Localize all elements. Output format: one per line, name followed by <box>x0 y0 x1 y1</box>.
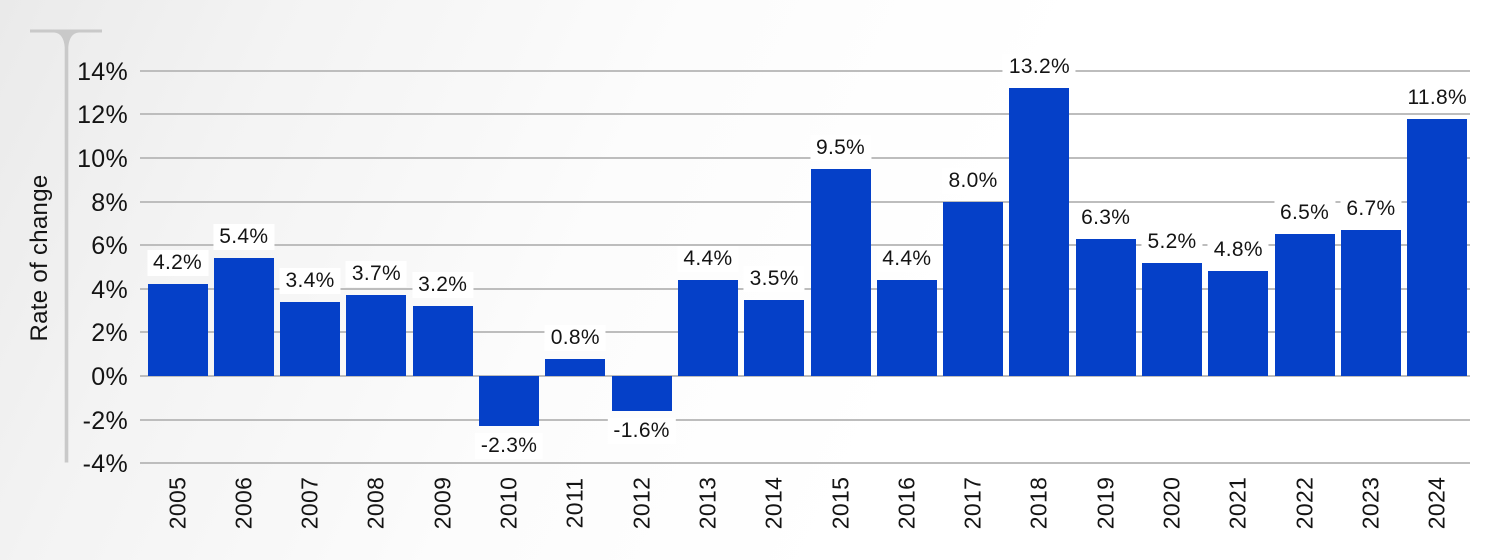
bar-value-label-2022: 6.5% <box>1274 200 1336 227</box>
x-tick-label-2008: 2008 <box>362 476 389 530</box>
x-tick-label-2018: 2018 <box>1025 476 1052 530</box>
y-tick-label: 8% <box>91 188 128 217</box>
gridline-2% <box>140 331 1470 334</box>
x-tick-label-2020: 2020 <box>1158 476 1185 530</box>
gridline-8% <box>140 200 1470 203</box>
bar-value-label-2006: 5.4% <box>213 224 275 251</box>
x-tick-label-2021: 2021 <box>1224 476 1251 530</box>
x-tick-label-2022: 2022 <box>1291 476 1318 530</box>
bar-value-label-2019: 6.3% <box>1075 204 1137 231</box>
bar-2024 <box>1407 118 1468 376</box>
bar-value-label-2008: 3.7% <box>345 261 407 288</box>
x-tick-label-2013: 2013 <box>694 476 721 530</box>
y-tick-label: 0% <box>91 363 128 391</box>
bar-value-label-2007: 3.4% <box>279 267 341 294</box>
x-tick-label-2006: 2006 <box>230 476 257 530</box>
bar-value-label-2005: 4.2% <box>146 250 209 277</box>
bar-2005 <box>147 284 208 376</box>
x-tick-label-2016: 2016 <box>893 476 920 530</box>
y-tick-label: 12% <box>77 101 128 130</box>
gridline-12% <box>140 113 1470 116</box>
bar-2016 <box>876 280 937 376</box>
bar-value-label-2017: 8.0% <box>942 167 1004 194</box>
bar-value-label-2015: 9.5% <box>809 134 872 161</box>
bar-2020 <box>1142 262 1202 376</box>
bar-value-label-2012: -1.6% <box>607 417 676 444</box>
gridline--4% <box>140 462 1470 465</box>
bar-value-label-2018: 13.2% <box>1002 54 1076 81</box>
bar-value-label-2016: 4.4% <box>876 246 938 273</box>
bar-value-label-2013: 4.4% <box>677 246 739 273</box>
y-tick-label: 2% <box>91 319 128 348</box>
x-tick-label-2005: 2005 <box>164 476 190 530</box>
bar-2017 <box>943 201 1004 376</box>
bar-2008 <box>346 295 407 376</box>
gridline-6% <box>140 244 1470 247</box>
y-tick-label: 10% <box>77 145 128 173</box>
bar-2022 <box>1274 234 1335 376</box>
bar-2013 <box>677 280 738 376</box>
bar-2018 <box>1009 88 1070 376</box>
y-axis-line <box>30 29 102 463</box>
x-tick-label-2010: 2010 <box>495 476 522 530</box>
y-tick-label: 6% <box>91 232 128 261</box>
bar-value-label-2014: 3.5% <box>743 265 805 292</box>
gridline-0% <box>140 375 1470 377</box>
x-tick-label-2007: 2007 <box>296 476 323 530</box>
bar-value-label-2020: 5.2% <box>1141 228 1203 255</box>
bar-2015 <box>810 168 871 376</box>
x-tick-label-2009: 2009 <box>429 476 456 530</box>
x-tick-label-2017: 2017 <box>959 476 986 530</box>
bar-2006 <box>213 258 274 376</box>
x-tick-label-2019: 2019 <box>1092 476 1119 530</box>
bar-value-label-2023: 6.7% <box>1340 195 1402 222</box>
x-tick-label-2024: 2024 <box>1423 476 1450 530</box>
y-tick-label: -2% <box>82 406 128 435</box>
bar-2011 <box>545 358 606 376</box>
bar-value-label-2021: 4.8% <box>1207 237 1269 264</box>
bar-2014 <box>744 299 805 376</box>
bar-2009 <box>412 306 473 376</box>
y-tick-label: -4% <box>82 450 128 479</box>
x-tick-label-2023: 2023 <box>1357 476 1384 530</box>
bar-2007 <box>280 301 341 376</box>
bar-value-label-2010: -2.3% <box>474 433 544 460</box>
bar-2021 <box>1208 271 1269 376</box>
bar-2019 <box>1075 238 1136 376</box>
y-tick-label: 14% <box>77 57 128 86</box>
x-tick-label-2015: 2015 <box>827 476 853 530</box>
bar-2023 <box>1340 229 1401 376</box>
x-tick-label-2014: 2014 <box>760 476 787 530</box>
y-tick-label: 4% <box>91 275 128 304</box>
bar-value-label-2024: 11.8% <box>1401 84 1473 111</box>
x-tick-label-2011: 2011 <box>561 477 588 529</box>
x-tick-label-2012: 2012 <box>628 476 655 530</box>
bar-value-label-2009: 3.2% <box>412 272 474 299</box>
bar-2012 <box>611 376 672 411</box>
gridline--2% <box>140 418 1470 421</box>
gridline-10% <box>140 157 1470 159</box>
bar-value-label-2011: 0.8% <box>544 324 606 351</box>
bar-2010 <box>479 376 539 427</box>
gridline-4% <box>140 287 1470 290</box>
gridline-14% <box>140 69 1470 72</box>
